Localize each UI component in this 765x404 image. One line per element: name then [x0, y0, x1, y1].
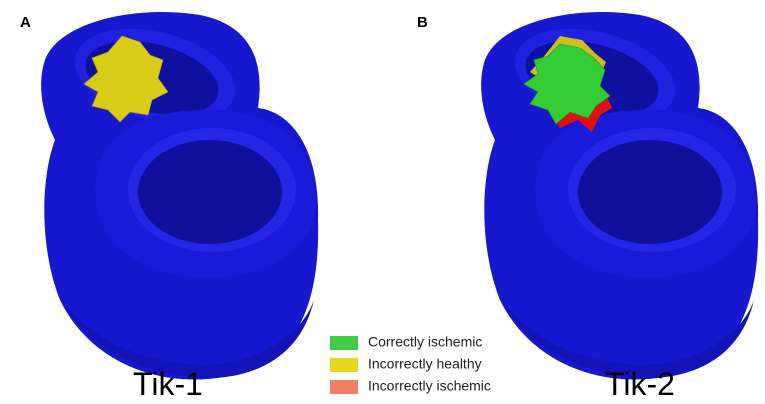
legend-swatch	[330, 336, 358, 350]
legend-swatch	[330, 380, 358, 394]
panel-caption: Tik-1	[133, 366, 203, 402]
legend-text: Correctly ischemic	[368, 334, 482, 350]
legend-text: Incorrectly healthy	[368, 356, 482, 372]
panel-label: A	[20, 14, 31, 31]
panel-caption: Tik-2	[605, 366, 675, 402]
legend: Correctly ischemic Incorrectly healthy Inc…	[330, 334, 491, 394]
heart-b	[481, 12, 759, 380]
panel-label: B	[417, 14, 428, 31]
patch-correctly-ischemic	[523, 43, 611, 125]
legend-swatch	[330, 358, 358, 372]
patch-incorrectly-healthy	[83, 35, 169, 123]
legend-text: Incorrectly ischemic	[368, 378, 491, 394]
heart-a	[41, 12, 319, 380]
